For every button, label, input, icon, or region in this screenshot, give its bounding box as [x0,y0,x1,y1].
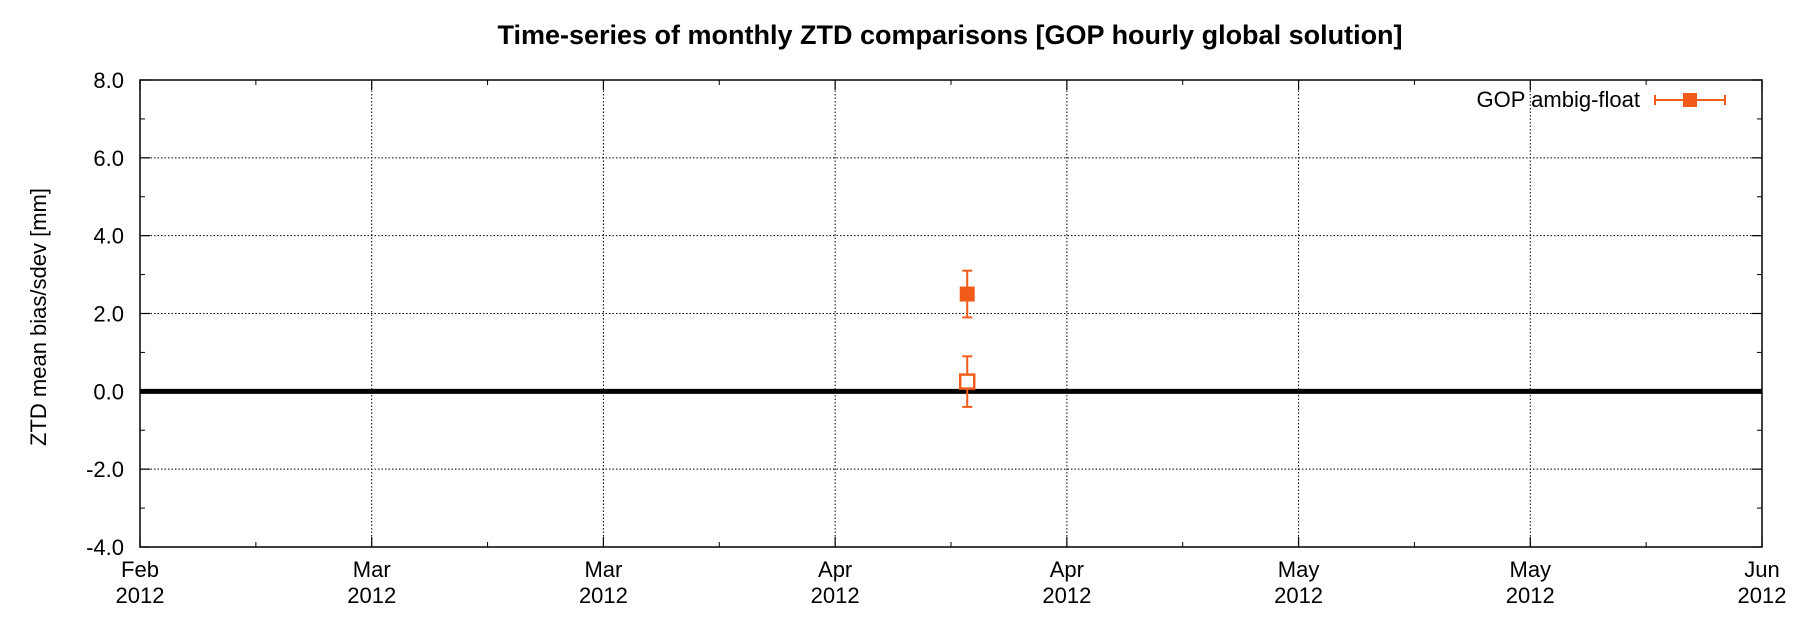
y-tick-label: -4.0 [86,535,124,560]
y-tick-label: 0.0 [93,379,124,404]
plot-frame [139,79,1763,548]
data-point-sdev [958,373,976,390]
x-tick-label-month: Mar [353,557,391,582]
grid [140,80,1762,547]
x-tick-label-month: Mar [584,557,622,582]
y-axis-ticks: 8.0 6.0 4.0 2.0 0.0 -2.0 -4.0 [86,68,1762,560]
y-tick-label: -2.0 [86,457,124,482]
x-tick-label-month: May [1510,557,1552,582]
x-tick-label-year: 2012 [1506,583,1555,608]
legend: GOP ambig-float [1477,87,1726,112]
y-tick-label: 4.0 [93,224,124,249]
x-axis-ticks: Feb2012Mar2012Mar2012Apr2012Apr2012May20… [116,80,1787,608]
x-tick-label-month: Apr [1050,557,1084,582]
plot-border [139,79,1763,548]
y-tick-label: 2.0 [93,302,124,327]
series-layer [958,269,976,408]
x-tick-label-year: 2012 [811,583,860,608]
y-axis-label: ZTD mean bias/sdev [mm] [26,188,51,446]
legend-marker [1683,93,1697,107]
x-tick-label-year: 2012 [1042,583,1091,608]
x-tick-label-year: 2012 [116,583,165,608]
x-tick-label-month: Apr [818,557,852,582]
y-tick-label: 6.0 [93,146,124,171]
legend-label: GOP ambig-float [1477,87,1640,112]
x-tick-label-month: Jun [1744,557,1779,582]
data-point-bias [959,286,975,302]
x-tick-label-year: 2012 [347,583,396,608]
x-tick-label-year: 2012 [579,583,628,608]
x-tick-label-year: 2012 [1274,583,1323,608]
x-tick-label-month: May [1278,557,1320,582]
chart-title: Time-series of monthly ZTD comparisons [… [497,20,1402,50]
x-tick-label-year: 2012 [1738,583,1787,608]
x-tick-label-month: Feb [121,557,159,582]
y-tick-label: 8.0 [93,68,124,93]
